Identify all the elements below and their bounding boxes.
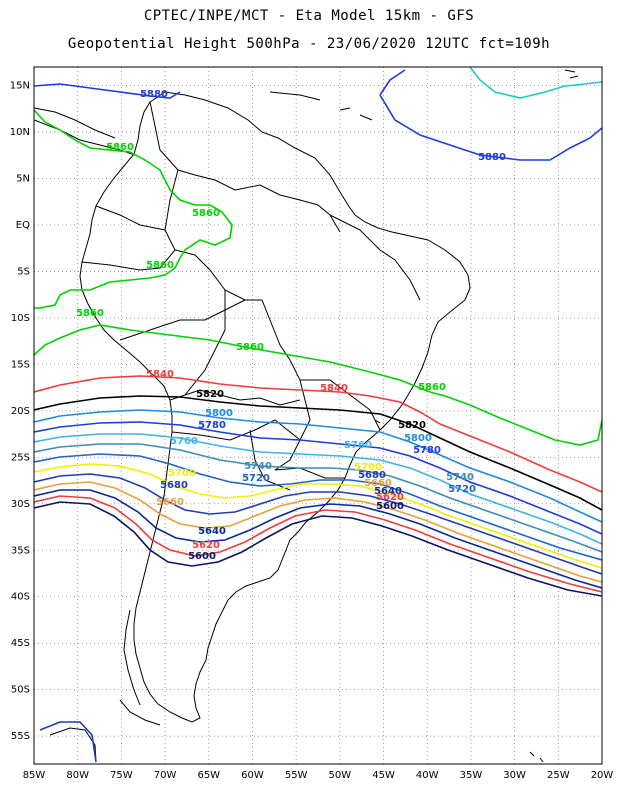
contour-label-5740: 5740 (446, 472, 474, 483)
contour-label-5660: 5660 (364, 478, 392, 489)
lat-tick-label: 40S (11, 592, 30, 603)
southern-coast-detail (49, 609, 161, 763)
atlantic-islands (374, 419, 544, 763)
contour-5860 (34, 109, 602, 446)
lat-tick-label: 5N (16, 174, 30, 185)
contour-lines (34, 67, 602, 763)
lon-tick-label: 25W (547, 770, 570, 781)
contour-label-5720: 5720 (448, 484, 476, 495)
lat-tick-label: EQ (16, 220, 30, 231)
contour-label-5760: 5760 (344, 440, 372, 451)
contour-label-5880: 5880 (478, 152, 506, 163)
contour-label-5740: 5740 (244, 461, 272, 472)
lat-tick-label: 15S (11, 359, 30, 370)
contour-5600 (34, 501, 602, 597)
lon-tick-label: 30W (503, 770, 526, 781)
contour-label-5840: 5840 (146, 369, 174, 380)
contour-label-5700: 5700 (354, 462, 382, 473)
lat-tick-label: 30S (11, 499, 30, 510)
contour-5820 (34, 395, 602, 511)
contour-5720 (34, 453, 602, 561)
lat-tick-label: 5S (17, 266, 30, 277)
lat-tick-label: 15N (10, 81, 30, 92)
caribbean-islands (269, 69, 579, 121)
contour-label-5800: 5800 (404, 433, 432, 444)
contour-5700 (34, 463, 602, 569)
contour-label-5820: 5820 (196, 389, 224, 400)
contour-label-5660: 5660 (156, 497, 184, 508)
lat-tick-label: 10S (11, 313, 30, 324)
contour-label-5640: 5640 (374, 486, 402, 497)
contour-label-5800: 5800 (205, 408, 233, 419)
contour-5680 (34, 473, 602, 575)
contour-label-5780: 5780 (413, 445, 441, 456)
contour-label-5700: 5700 (168, 468, 196, 479)
map-frame (33, 66, 603, 765)
national-borders (81, 101, 421, 491)
lat-tick-label: 25S (11, 452, 30, 463)
lon-tick-label: 60W (241, 770, 264, 781)
contour-label-5600: 5600 (188, 551, 216, 562)
lon-tick-label: 70W (154, 770, 177, 781)
lon-tick-label: 50W (329, 770, 352, 781)
contour-label-5600: 5600 (376, 501, 404, 512)
contour-label-5860: 5860 (76, 308, 104, 319)
chart-title: CPTEC/INPE/MCT - Eta Model 15km - GFS (143, 8, 475, 24)
lon-tick-label: 80W (66, 770, 89, 781)
contour-label-5860: 5860 (146, 260, 174, 271)
contour-5660 (34, 481, 602, 583)
lat-tick-label: 20S (11, 406, 30, 417)
contour-label-5880: 5880 (140, 89, 168, 100)
lat-tick-label: 55S (11, 731, 30, 742)
lon-tick-label: 65W (197, 770, 220, 781)
contour-label-5760: 5760 (170, 436, 198, 447)
contour-label-5640: 5640 (198, 526, 226, 537)
contour-label-5860: 5860 (418, 382, 446, 393)
contour-5880-south (39, 721, 97, 763)
contour-5880-north (34, 69, 602, 161)
lon-tick-label: 40W (416, 770, 439, 781)
contour-5740 (34, 443, 602, 553)
contour-label-5620: 5620 (192, 540, 220, 551)
lat-tick-label: 45S (11, 638, 30, 649)
contour-label-5860: 5860 (236, 342, 264, 353)
contour-5760 (34, 433, 602, 545)
lon-tick-label: 85W (23, 770, 46, 781)
contour-5780 (34, 421, 602, 535)
axis-ticks: 15N 10N 5N EQ 5S 10S 15S 20S 25S 30S 35S 40S 45S 50S 5… (10, 81, 614, 781)
contour-label-5860: 5860 (106, 142, 134, 153)
lat-tick-label: 50S (11, 685, 30, 696)
contour-label-5820: 5820 (398, 420, 426, 431)
contour-label-5680: 5680 (160, 480, 188, 491)
contour-5880-cyan (469, 67, 602, 99)
contour-5620 (34, 495, 602, 593)
south-america-coastline (79, 91, 471, 723)
contour-label-5620: 5620 (376, 492, 404, 503)
lon-tick-label: 75W (110, 770, 133, 781)
contour-label-5860: 5860 (192, 208, 220, 219)
lon-tick-label: 20W (591, 770, 614, 781)
contour-5800 (34, 409, 602, 523)
contour-5840 (34, 375, 602, 493)
contour-labels: 5880 5880 5860 5860 5860 5860 5860 5860 5840 5840… (76, 89, 506, 562)
contour-label-5680: 5680 (358, 470, 386, 481)
contour-5640 (34, 489, 602, 589)
lat-tick-label: 35S (11, 545, 30, 556)
contour-label-5840: 5840 (320, 383, 348, 394)
lat-tick-label: 10N (10, 127, 30, 138)
chart-subtitle: Geopotential Height 500hPa - 23/06/2020 … (67, 36, 551, 52)
lon-tick-label: 55W (285, 770, 308, 781)
contour-label-5780: 5780 (198, 420, 226, 431)
lon-tick-label: 45W (372, 770, 395, 781)
contour-label-5720: 5720 (242, 473, 270, 484)
lon-tick-label: 35W (460, 770, 483, 781)
